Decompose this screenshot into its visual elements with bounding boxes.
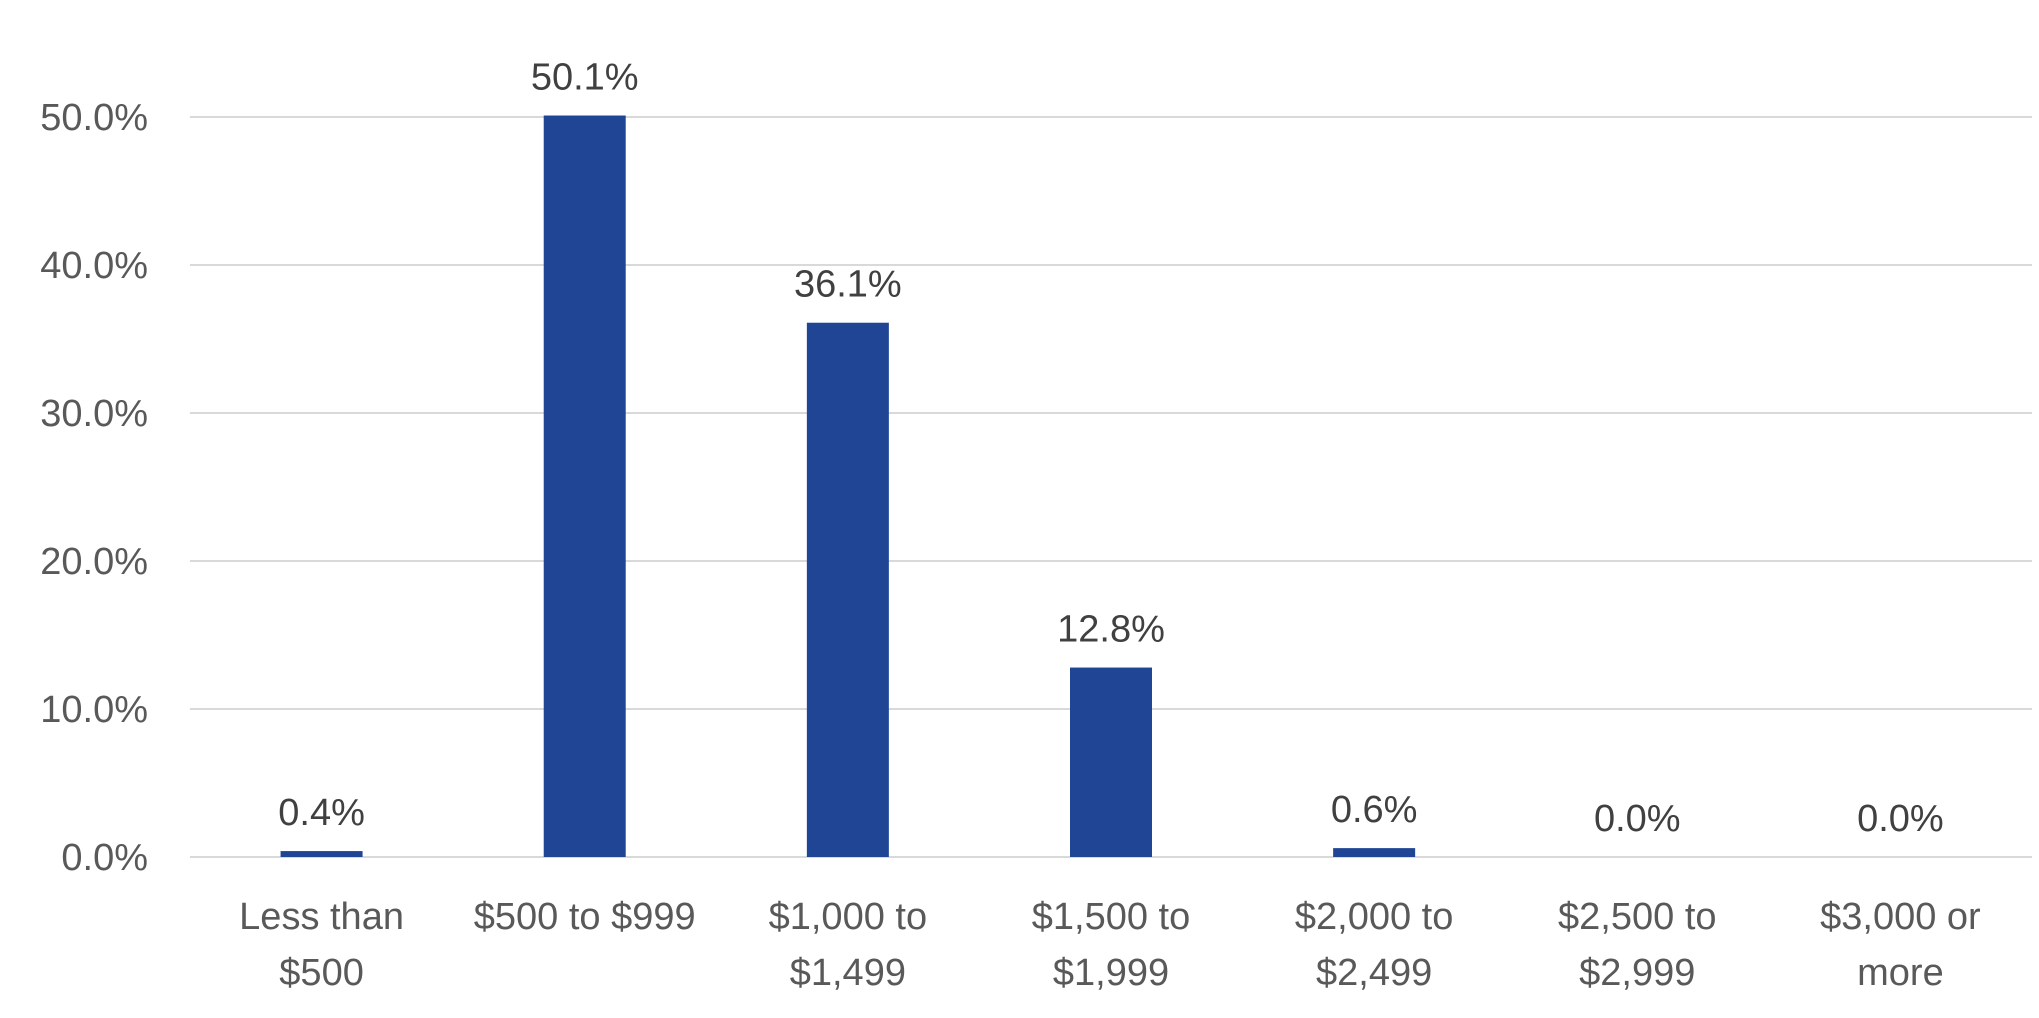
x-tick-label: Less than $500 bbox=[239, 896, 404, 994]
x-tick-label: $1,000 to $1,499 bbox=[769, 896, 927, 994]
x-tick-label: $2,000 to $2,499 bbox=[1295, 896, 1453, 994]
y-tick-label: 0.0% bbox=[61, 837, 148, 879]
gridlines bbox=[190, 116, 2032, 858]
data-label: 36.1% bbox=[794, 264, 902, 306]
x-tick-label: $500 to $999 bbox=[474, 896, 696, 938]
y-tick-label: 30.0% bbox=[40, 393, 148, 435]
x-axis: Less than $500 $500 to $999 $1,000 to $1,499… bbox=[239, 896, 1981, 994]
data-labels: 0.4% 50.1% 36.1% 12.8% 0.6% 0.0% 0.0% bbox=[278, 57, 1943, 840]
y-axis: 0.0% 10.0% 20.0% 30.0% 40.0% 50.0% bbox=[40, 97, 148, 879]
data-label: 50.1% bbox=[531, 57, 639, 99]
y-tick-label: 40.0% bbox=[40, 245, 148, 287]
x-tick-label: $1,500 to $1,999 bbox=[1032, 896, 1190, 994]
bar bbox=[543, 115, 626, 857]
x-tick-label: $2,500 to $2,999 bbox=[1558, 896, 1716, 994]
bars bbox=[280, 115, 1416, 858]
data-label: 12.8% bbox=[1057, 609, 1165, 651]
data-label: 0.0% bbox=[1857, 798, 1944, 840]
data-label: 0.0% bbox=[1594, 798, 1681, 840]
x-tick-label: $3,000 or more bbox=[1820, 896, 1981, 994]
data-label: 0.4% bbox=[278, 792, 365, 834]
y-tick-label: 50.0% bbox=[40, 97, 148, 139]
bar bbox=[1333, 848, 1416, 857]
bar bbox=[1070, 667, 1152, 857]
y-tick-label: 10.0% bbox=[40, 689, 148, 731]
y-tick-label: 20.0% bbox=[40, 541, 148, 583]
bar bbox=[280, 851, 363, 857]
data-label: 0.6% bbox=[1331, 789, 1418, 831]
bar bbox=[806, 322, 889, 858]
